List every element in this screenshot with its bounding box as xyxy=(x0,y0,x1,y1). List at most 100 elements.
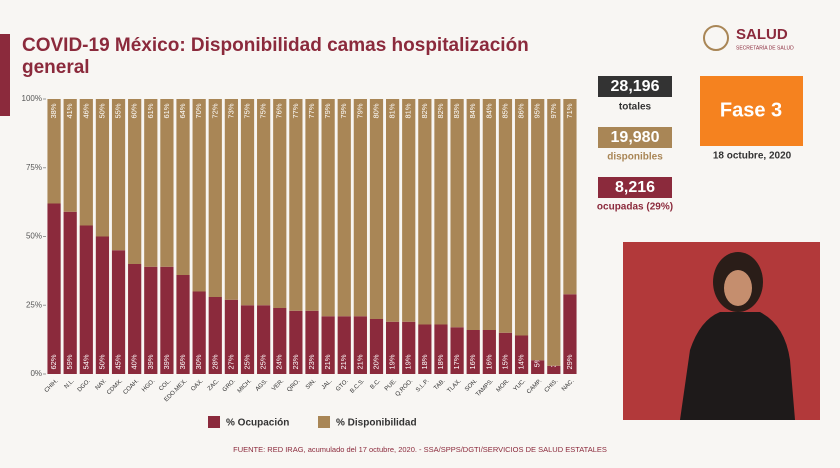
bar-segment xyxy=(321,99,335,317)
value-label: 54% xyxy=(81,354,90,369)
x-tick-label: HGO. xyxy=(141,378,156,393)
bar-segment xyxy=(111,250,126,374)
x-tick-label: CHIS. xyxy=(544,378,560,394)
bar-segment xyxy=(450,327,464,374)
value-label: 79% xyxy=(355,103,364,118)
bar-segment xyxy=(514,99,529,336)
bar-segment xyxy=(208,297,222,374)
bar-segment xyxy=(498,332,513,374)
legend-label: % Disponibilidad xyxy=(336,418,417,429)
x-tick-label: GTO. xyxy=(335,378,350,393)
logo-sub: SECRETARÍA DE SALUD xyxy=(736,44,794,51)
value-label: 95% xyxy=(533,103,542,118)
bar-segment xyxy=(466,99,480,330)
x-tick-label: QRO. xyxy=(286,378,301,393)
x-tick-label: CAMP. xyxy=(526,378,543,395)
x-tick-label: B.C. xyxy=(370,378,383,391)
value-label: 82% xyxy=(436,103,445,118)
total-box xyxy=(598,76,672,97)
value-label: 59% xyxy=(65,354,74,369)
x-tick-label: VER. xyxy=(271,378,285,392)
interpreter-body xyxy=(680,312,795,420)
bar-segment xyxy=(385,99,400,322)
value-label: 27% xyxy=(226,354,235,369)
bar-segment xyxy=(208,99,222,297)
bar-segment xyxy=(369,99,384,319)
bar-segment xyxy=(95,236,110,374)
bar-segment xyxy=(47,99,61,204)
x-tick-label: TLAX. xyxy=(447,378,463,394)
bar-segment xyxy=(128,264,142,374)
legend-swatch xyxy=(208,416,220,428)
bar-segment xyxy=(79,99,93,226)
total-label: totales xyxy=(619,102,652,113)
x-tick-label: NAC. xyxy=(561,378,576,393)
bar-segment xyxy=(160,99,174,267)
bar-segment xyxy=(353,99,367,317)
x-tick-label: MICH. xyxy=(237,378,253,394)
value-label: 41% xyxy=(65,103,74,118)
y-tick-label: 50% xyxy=(26,232,42,241)
x-tick-label: S.L.P. xyxy=(415,378,430,393)
value-label: 18% xyxy=(436,354,445,369)
value-label: 15% xyxy=(500,354,509,369)
x-tick-label: Q.ROO. xyxy=(395,378,415,398)
bar-segment xyxy=(192,99,206,292)
x-tick-label: COL. xyxy=(158,378,172,392)
available-label: disponibles xyxy=(607,152,663,163)
value-label: 28% xyxy=(210,354,219,369)
bar-segment xyxy=(47,203,61,374)
value-label: 71% xyxy=(565,103,574,118)
bar-segment xyxy=(257,99,271,306)
bar-segment xyxy=(224,299,239,374)
value-label: 23% xyxy=(307,354,316,369)
bar-segment xyxy=(531,99,545,361)
value-label: 84% xyxy=(484,103,493,118)
bar-segment xyxy=(144,266,158,374)
bar-segment xyxy=(111,99,126,251)
value-label: 23% xyxy=(291,354,300,369)
bar-segment xyxy=(63,211,77,374)
value-label: 50% xyxy=(97,354,106,369)
x-tick-label: TAMPS. xyxy=(475,378,495,398)
x-tick-label: N.L. xyxy=(64,378,76,390)
value-label: 75% xyxy=(259,103,268,118)
bar-segment xyxy=(434,99,448,325)
bar-segment xyxy=(240,305,255,374)
bar-segment xyxy=(369,319,384,374)
total: 28,196 xyxy=(611,78,660,95)
x-tick-label: NAY. xyxy=(95,378,109,392)
x-tick-label: OAX. xyxy=(190,378,205,393)
bar-segment xyxy=(337,99,351,317)
x-tick-label: PUE. xyxy=(384,378,398,392)
value-label: 45% xyxy=(114,354,123,369)
available: 19,980 xyxy=(611,129,660,146)
value-label: 5% xyxy=(533,356,542,367)
y-tick-label: 75% xyxy=(26,163,42,172)
bar-segment xyxy=(176,99,190,275)
bar-segment xyxy=(240,99,255,306)
bar-segment xyxy=(289,310,303,374)
bar-segment xyxy=(337,316,351,374)
interpreter-face xyxy=(724,270,752,306)
value-label: 36% xyxy=(178,354,187,369)
bar-segment xyxy=(128,99,142,264)
logo-emblem xyxy=(703,25,729,51)
bar-segment xyxy=(176,275,190,374)
chart-title: COVID-19 México: Disponibilidad camas ho… xyxy=(22,35,529,78)
value-label: 80% xyxy=(371,103,380,118)
value-label: 86% xyxy=(517,103,526,118)
value-label: 14% xyxy=(517,354,526,369)
x-tick-label: DGO. xyxy=(77,378,92,393)
bar-segment xyxy=(402,99,416,322)
bar-segment xyxy=(466,330,480,374)
value-label: 61% xyxy=(146,103,155,118)
bar-segment xyxy=(144,99,158,267)
value-label: 62% xyxy=(49,354,58,369)
y-tick-label: 25% xyxy=(26,300,42,309)
x-tick-label: JAL. xyxy=(321,378,334,391)
x-tick-label: ZAC. xyxy=(207,378,221,392)
bar-segment xyxy=(95,99,110,237)
bar-segment xyxy=(63,99,77,212)
legend-swatch xyxy=(318,416,330,428)
